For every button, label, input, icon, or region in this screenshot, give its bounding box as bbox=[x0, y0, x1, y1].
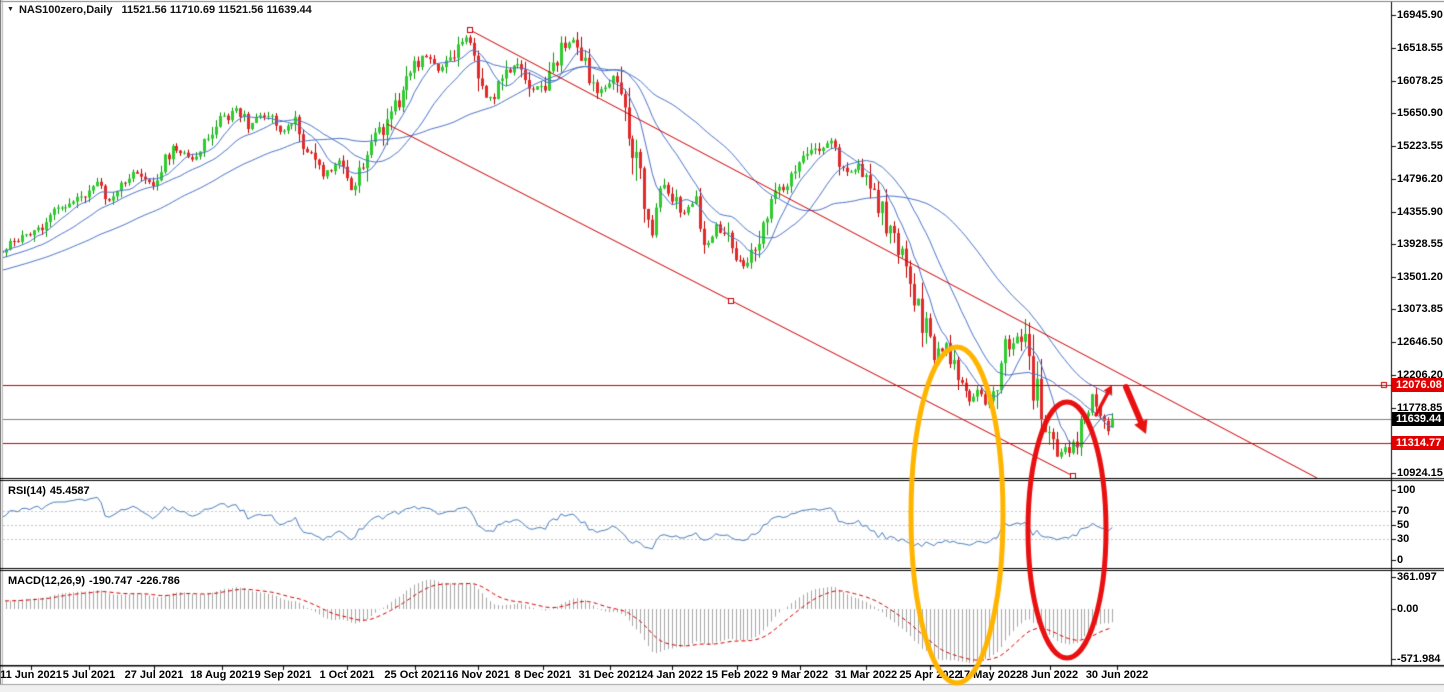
resistance-line-price-label: 12076.08 bbox=[1392, 378, 1444, 392]
rsi-value: 45.4587 bbox=[49, 485, 90, 497]
price-axis-label: 10924.15 bbox=[1397, 467, 1443, 479]
rsi-name: RSI(14) bbox=[8, 485, 46, 497]
price-axis-label: 14796.20 bbox=[1397, 173, 1443, 185]
symbol-name: NAS100zero,Daily bbox=[18, 4, 113, 16]
macd-axis-label: -571.984 bbox=[1397, 653, 1441, 665]
chart-title: ▼ NAS100zero,Daily 11521.56 11710.69 11521… bbox=[7, 4, 312, 16]
rsi-axis-label: 70 bbox=[1397, 505, 1410, 517]
macd-main-value: -190.747 bbox=[89, 575, 133, 587]
macd-axis-label: 361.097 bbox=[1397, 571, 1437, 583]
price-axis-label: 16078.25 bbox=[1397, 75, 1443, 87]
price-axis-label: 13501.20 bbox=[1397, 271, 1443, 283]
price-axis-label: 14355.90 bbox=[1397, 206, 1443, 218]
date-axis-label: 30 Jun 2022 bbox=[1085, 669, 1149, 681]
price-axis-label: 13928.55 bbox=[1397, 238, 1443, 250]
time-scale[interactable]: 11 Jun 2021 5 Jul 2021 27 Jul 2021 18 Aug 2… bbox=[0, 666, 1391, 684]
ohlc-values: 11521.56 11710.69 11521.56 11639.44 bbox=[121, 4, 312, 16]
macd-name: MACD(12,26,9) bbox=[8, 575, 86, 587]
price-axis-label: 15650.90 bbox=[1397, 107, 1443, 119]
rsi-axis-label: 0 bbox=[1397, 554, 1404, 566]
price-axis-label: 12646.50 bbox=[1397, 336, 1443, 348]
rsi-axis-label: 30 bbox=[1397, 533, 1410, 545]
macd-signal-value: -226.786 bbox=[136, 575, 180, 587]
last-price-label: 11639.44 bbox=[1392, 412, 1444, 426]
rsi-indicator-label: RSI(14) 45.4587 bbox=[8, 485, 94, 497]
price-axis-label: 16518.55 bbox=[1397, 42, 1443, 54]
price-axis-label: 15223.55 bbox=[1397, 140, 1443, 152]
support-line-price-label: 11314.77 bbox=[1392, 436, 1444, 450]
symbol-dropdown-icon[interactable]: ▼ bbox=[7, 6, 14, 13]
price-axis-label: 13073.85 bbox=[1397, 303, 1443, 315]
macd-indicator-label: MACD(12,26,9) -190.747 -226.786 bbox=[8, 575, 184, 587]
price-axis-label: 16945.90 bbox=[1397, 9, 1443, 21]
rsi-axis-label: 100 bbox=[1397, 484, 1416, 496]
price-scale[interactable]: 16945.90 16518.55 16078.25 15650.90 15223.55… bbox=[1392, 0, 1444, 666]
rsi-axis-label: 50 bbox=[1397, 519, 1410, 531]
macd-axis-label: 0.00 bbox=[1397, 603, 1419, 615]
